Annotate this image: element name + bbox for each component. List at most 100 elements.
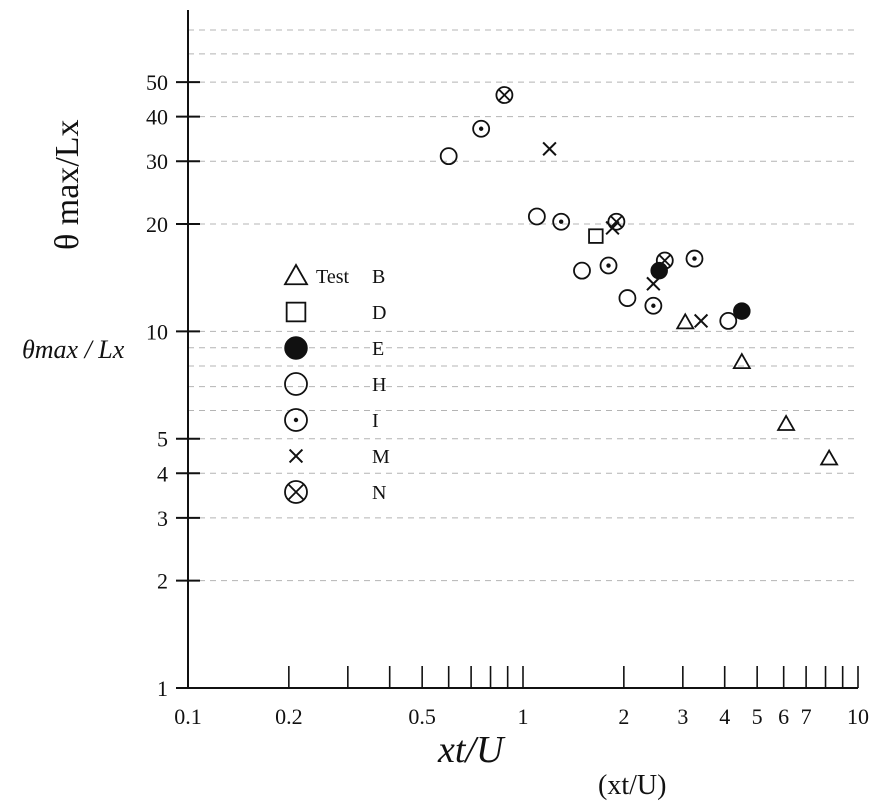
- x-tick-label: 3: [677, 704, 688, 729]
- legend-label-b: B: [372, 266, 385, 288]
- grid-layer: [188, 29, 858, 689]
- data-point-b: [819, 448, 839, 466]
- data-point-m: [646, 276, 661, 291]
- marks-layer: [439, 86, 839, 466]
- legend-marker-h: [284, 372, 308, 396]
- circle-marker-shape: [719, 312, 738, 330]
- x-tick-label: 1: [518, 704, 529, 729]
- triangle-marker-shape: [776, 414, 796, 431]
- x-axis-handwritten-label: xt/U: [437, 729, 506, 771]
- legend-marker-b: [283, 263, 309, 286]
- y-tick-label: 30: [146, 149, 168, 174]
- x-tick-label: 6: [778, 704, 789, 729]
- data-point-i: [552, 212, 571, 231]
- legend-label-n: N: [372, 482, 386, 504]
- y-tick-label: 4: [157, 461, 168, 486]
- x-stroke: [693, 313, 709, 329]
- circle-marker-shape: [439, 147, 458, 166]
- y-axis-label: θ max/Lx: [49, 119, 86, 250]
- filled-circle-marker-shape: [284, 336, 308, 360]
- legend-label-m: M: [372, 446, 390, 468]
- series-d: [588, 228, 604, 244]
- x-stroke: [542, 141, 557, 156]
- series-n: [495, 86, 674, 270]
- legend-label-i: I: [372, 410, 379, 432]
- data-point-b: [732, 352, 752, 370]
- legend-marker-i: [284, 408, 308, 432]
- legend-marker-d: [285, 301, 307, 323]
- data-point-i: [685, 249, 704, 268]
- circle-marker-shape: [644, 296, 663, 315]
- legend-marker-e: [284, 336, 308, 360]
- circle-marker-shape: [552, 212, 571, 231]
- series-h: [439, 147, 738, 330]
- data-point-h: [618, 289, 637, 307]
- center-dot-shape: [558, 219, 564, 224]
- center-dot-shape: [478, 126, 484, 131]
- center-dot-shape: [692, 256, 697, 261]
- x-axis-label: (xt/U): [598, 770, 666, 801]
- circle-marker-shape: [527, 207, 546, 226]
- legend-label-e: E: [372, 338, 384, 360]
- legend-marker-n: [284, 480, 308, 504]
- circle-marker-shape: [495, 86, 514, 104]
- y-tick-label: 2: [157, 569, 168, 594]
- data-point-b: [776, 414, 796, 431]
- y-tick-label: 40: [146, 105, 168, 130]
- y-tick-label: 20: [146, 212, 168, 237]
- center-dot-shape: [606, 263, 611, 268]
- x-stroke: [498, 88, 511, 102]
- data-point-d: [588, 228, 604, 244]
- y-tick-label: 50: [146, 70, 168, 95]
- circle-marker-shape: [599, 256, 618, 275]
- circle-marker-shape: [284, 372, 308, 396]
- data-point-e: [733, 302, 751, 320]
- data-point-n: [607, 212, 626, 231]
- center-dot-shape: [651, 303, 656, 308]
- square-marker-shape: [285, 301, 307, 323]
- series-i: [472, 119, 704, 315]
- x-tick-label: 0.2: [275, 704, 303, 729]
- x-tick-label: 2: [618, 704, 629, 729]
- legend-label-h: H: [372, 374, 386, 396]
- circle-marker-shape: [607, 212, 626, 231]
- data-point-h: [439, 147, 458, 166]
- x-stroke: [658, 254, 672, 267]
- x-stroke: [646, 276, 661, 291]
- circle-marker-shape: [284, 408, 308, 432]
- x-tick-label: 10: [847, 704, 869, 729]
- x-tick-label: 4: [719, 704, 730, 729]
- legend-title: Test: [316, 266, 349, 288]
- x-stroke: [288, 448, 304, 464]
- y-tick-label: 1: [157, 676, 168, 701]
- x-stroke: [610, 215, 623, 228]
- triangle-marker-shape: [283, 263, 309, 286]
- x-tick-label: 5: [752, 704, 763, 729]
- labels-layer: θ max/Lx θmax / Lx xt/U (xt/U): [22, 119, 666, 801]
- y-axis-handwritten-label: θmax / Lx: [22, 335, 125, 364]
- series-b: [675, 312, 839, 466]
- triangle-marker-shape: [819, 448, 839, 466]
- circle-marker-shape: [618, 289, 637, 307]
- data-point-m: [542, 141, 557, 156]
- series-e: [650, 261, 751, 320]
- data-point-i: [599, 256, 618, 275]
- data-point-m: [693, 313, 709, 329]
- data-point-n: [495, 86, 514, 104]
- data-point-b: [675, 312, 695, 330]
- data-point-h: [527, 207, 546, 226]
- circle-marker-shape: [685, 249, 704, 268]
- data-point-i: [644, 296, 663, 315]
- filled-circle-marker-shape: [733, 302, 751, 320]
- data-point-i: [472, 119, 491, 138]
- triangle-marker-shape: [732, 352, 752, 370]
- center-dot-shape: [293, 417, 299, 423]
- triangle-marker-shape: [675, 312, 695, 330]
- legend-label-d: D: [372, 302, 386, 324]
- x-stroke: [287, 483, 305, 501]
- x-tick-label: 0.5: [408, 704, 436, 729]
